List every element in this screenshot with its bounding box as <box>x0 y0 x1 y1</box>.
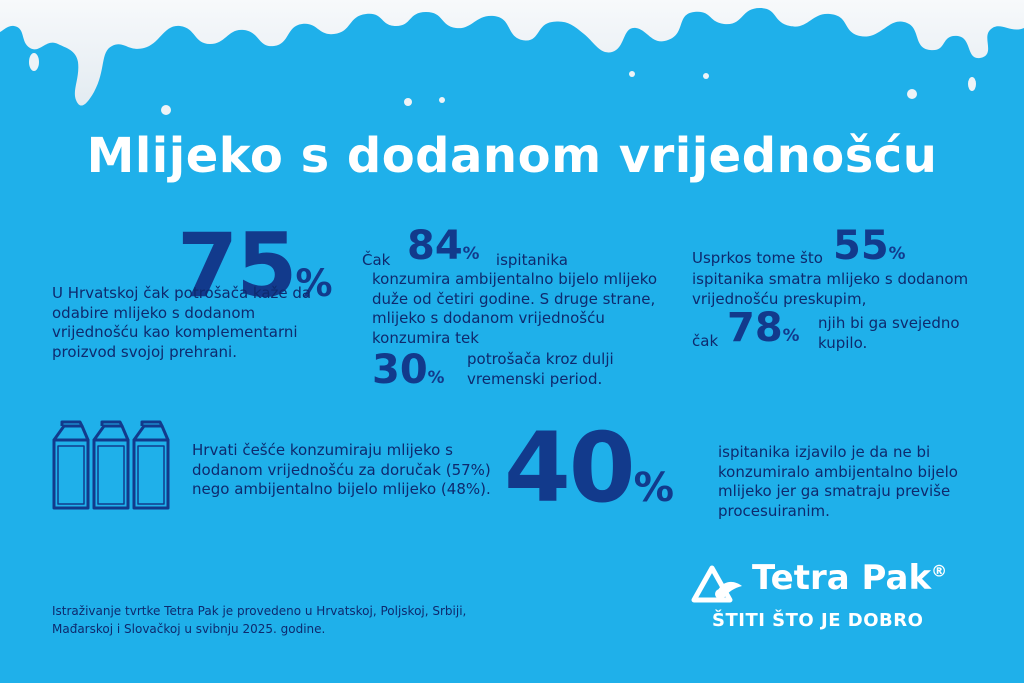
stat3-value1: 55% <box>833 223 906 269</box>
stat3-body: ispitanika smatra mlijeko s dodanom vrij… <box>692 270 969 308</box>
stat5-text: ispitanika izjavilo je da ne bi konzumir… <box>718 443 958 520</box>
stat3-head: Usprkos tome što <box>692 249 823 267</box>
stat2-tail: potrošača kroz dulji vremenski period. <box>467 350 614 388</box>
stat2-body: konzumira ambijentalno bijelo mlijeko du… <box>372 270 658 347</box>
stat3-cak: čak <box>692 332 719 350</box>
milk-carton-icon <box>52 420 170 510</box>
stat2-value2: 30% <box>372 347 445 393</box>
tetra-pak-tagline: ŠTITI ŠTO JE DOBRO <box>712 610 924 631</box>
stat1-value: 75% <box>177 214 333 317</box>
tetra-pak-logo-icon <box>691 565 742 603</box>
stat4-text: Hrvati češće konzumiraju mlijeko s dodan… <box>192 441 491 498</box>
page-title: Mlijeko s dodanom vrijednošću <box>86 128 938 184</box>
milk-splash-decoration <box>0 0 1024 115</box>
stat5-value: 40% <box>504 412 674 524</box>
stat2-first-line: Čak ispitanika <box>362 251 568 269</box>
stat2-value1: 84% <box>407 223 480 269</box>
tetra-pak-brand-name: Tetra Pak® <box>752 558 948 598</box>
stat3-value2: 78% <box>727 305 800 351</box>
tetra-pak-logo: Tetra Pak® ŠTITI ŠTO JE DOBRO <box>690 558 980 638</box>
stat3-tail: njih bi ga svejedno kupilo. <box>818 314 960 352</box>
source-note: Istraživanje tvrtke Tetra Pak je provede… <box>52 604 467 636</box>
stat1-text: U Hrvatskoj čak potrošača kaže da odabir… <box>52 284 312 361</box>
